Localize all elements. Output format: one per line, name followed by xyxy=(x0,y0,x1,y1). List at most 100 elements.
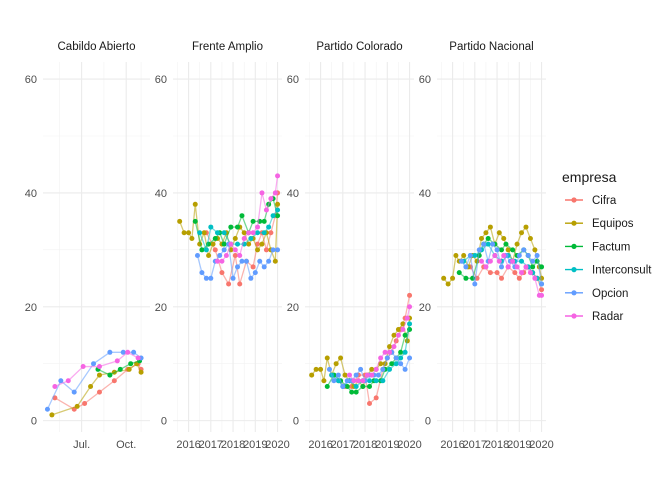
x-tick-label: 2020 xyxy=(265,439,289,451)
data-point xyxy=(496,258,502,264)
y-tick-label: 60 xyxy=(287,74,299,86)
data-point xyxy=(241,235,247,241)
panels: Cabildo Abierto 0 20 40 60 Jul. Oct. Frente Amp… xyxy=(25,41,554,451)
data-point xyxy=(499,275,505,281)
data-point xyxy=(353,389,359,395)
data-point xyxy=(219,270,225,276)
series-line xyxy=(217,175,279,262)
data-point xyxy=(250,218,256,224)
data-point xyxy=(208,224,214,230)
data-point xyxy=(527,270,533,276)
data-point xyxy=(387,344,393,350)
data-point xyxy=(367,401,373,407)
legend: empresa Cifra Equipos Factum Interconsult Op… xyxy=(562,169,652,323)
data-point xyxy=(494,270,500,276)
data-point xyxy=(228,241,234,247)
data-point xyxy=(221,241,227,247)
data-point xyxy=(393,361,399,367)
data-point xyxy=(217,253,223,259)
data-point xyxy=(525,253,531,259)
data-point xyxy=(235,264,241,270)
data-point xyxy=(527,235,533,241)
data-point xyxy=(333,361,339,367)
data-point xyxy=(395,327,401,333)
data-point xyxy=(407,292,413,298)
data-point xyxy=(270,247,276,253)
legend-label: Factum xyxy=(592,241,630,253)
data-point xyxy=(131,349,137,355)
data-point xyxy=(203,275,209,281)
panel-cabildo-abierto: Cabildo Abierto 0 20 40 60 Jul. Oct. xyxy=(25,41,150,451)
data-point xyxy=(120,349,126,355)
x-tick-label: 2020 xyxy=(529,439,553,451)
data-point xyxy=(270,213,276,219)
series-radar xyxy=(478,253,545,298)
data-point xyxy=(360,383,366,389)
data-point xyxy=(387,366,393,372)
data-point xyxy=(266,258,272,264)
data-point xyxy=(514,264,520,270)
data-point xyxy=(65,378,71,384)
data-point xyxy=(404,315,410,321)
data-point xyxy=(530,258,536,264)
data-point xyxy=(472,281,478,287)
data-point xyxy=(358,366,364,372)
data-point xyxy=(96,364,102,370)
data-point xyxy=(387,349,393,355)
panel-partido-nacional: Partido Nacional 0 20 40 60 20162017201820192… xyxy=(419,41,554,451)
data-point xyxy=(398,349,404,355)
data-point xyxy=(223,253,229,259)
legend-label: Opcion xyxy=(592,288,628,300)
data-point xyxy=(355,378,361,384)
y-tick-label: 60 xyxy=(155,74,167,86)
y-tick-label: 20 xyxy=(155,302,167,314)
legend-label: Equipos xyxy=(592,218,634,230)
data-point xyxy=(138,369,144,375)
data-point xyxy=(384,355,390,361)
data-point xyxy=(510,247,516,253)
data-point xyxy=(228,224,234,230)
data-point xyxy=(126,366,132,372)
series-cifra xyxy=(335,292,413,407)
data-point xyxy=(453,253,459,259)
x-tick-label: 2017 xyxy=(463,439,487,451)
data-point xyxy=(369,372,375,378)
data-point xyxy=(521,247,527,253)
data-point xyxy=(393,355,399,361)
data-point xyxy=(252,270,258,276)
data-point xyxy=(321,378,327,384)
data-point xyxy=(485,241,491,247)
data-point xyxy=(523,264,529,270)
data-point xyxy=(237,281,243,287)
legend-key-point xyxy=(571,197,577,203)
data-point xyxy=(519,270,525,276)
y-tick-label: 0 xyxy=(161,416,167,428)
data-point xyxy=(516,275,522,281)
data-point xyxy=(239,258,245,264)
data-point xyxy=(212,247,218,253)
data-point xyxy=(445,281,451,287)
data-point xyxy=(499,264,505,270)
data-point xyxy=(351,378,357,384)
data-point xyxy=(232,247,238,253)
data-point xyxy=(49,412,55,418)
data-point xyxy=(463,275,469,281)
data-point xyxy=(407,304,413,310)
data-point xyxy=(255,247,261,253)
data-point xyxy=(199,270,205,276)
legend-label: Interconsult xyxy=(592,265,652,277)
x-tick-label: 2019 xyxy=(375,439,399,451)
data-point xyxy=(373,378,379,384)
data-point xyxy=(534,253,540,259)
data-point xyxy=(272,190,278,196)
data-point xyxy=(492,253,498,259)
data-point xyxy=(501,253,507,259)
y-tick-label: 60 xyxy=(25,74,37,86)
y-tick-label: 20 xyxy=(25,302,37,314)
y-tick-label: 0 xyxy=(293,416,299,428)
data-point xyxy=(324,355,330,361)
data-point xyxy=(487,224,493,230)
legend-label: Radar xyxy=(592,311,623,323)
